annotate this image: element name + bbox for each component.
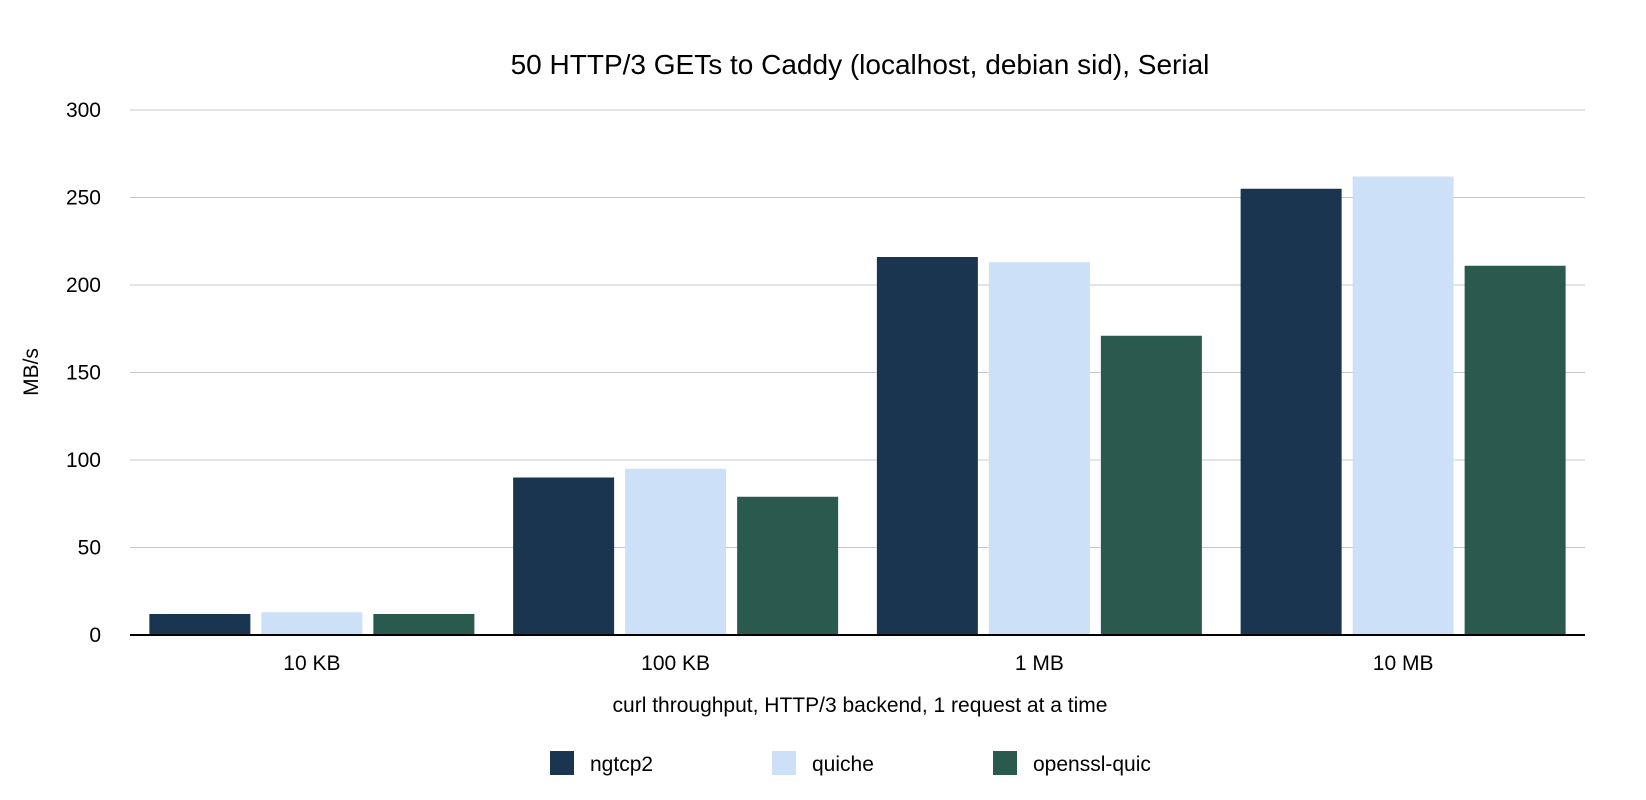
x-axis-label: curl throughput, HTTP/3 backend, 1 reque… <box>613 694 1108 717</box>
bar-quiche-10-mb <box>1352 176 1454 635</box>
y-tick-label: 200 <box>66 274 101 297</box>
legend-label-openssl-quic: openssl-quic <box>1033 753 1151 776</box>
gridlines <box>130 109 1585 548</box>
legend-swatch-openssl-quic <box>993 751 1017 775</box>
bar-openssl-quic-10-kb <box>373 614 475 635</box>
bars <box>149 176 1566 635</box>
bar-ngtcp2-100-kb <box>513 477 615 635</box>
bar-quiche-10-kb <box>261 612 363 635</box>
legend-swatch-quiche <box>772 751 796 775</box>
y-tick-label: 100 <box>66 449 101 472</box>
x-tick-label: 10 KB <box>283 652 340 675</box>
bar-openssl-quic-10-mb <box>1464 265 1566 635</box>
chart-title: 50 HTTP/3 GETs to Caddy (localhost, debi… <box>511 49 1210 80</box>
x-tick-label: 10 MB <box>1373 652 1434 675</box>
y-tick-label: 300 <box>66 99 101 122</box>
legend-swatch-ngtcp2 <box>550 751 574 775</box>
bar-ngtcp2-1-mb <box>876 257 978 635</box>
legend-label-ngtcp2: ngtcp2 <box>590 753 653 776</box>
bar-quiche-100-kb <box>625 468 727 635</box>
y-axis-ticks: 0 50 100 150 200 250 300 <box>66 99 101 647</box>
bar-ngtcp2-10-kb <box>149 614 251 635</box>
bar-openssl-quic-1-mb <box>1100 335 1202 635</box>
y-axis-label: MB/s <box>20 348 43 396</box>
y-tick-label: 150 <box>66 362 101 385</box>
y-tick-label: 250 <box>66 187 101 210</box>
bar-quiche-1-mb <box>988 262 1090 635</box>
bar-openssl-quic-100-kb <box>737 496 839 635</box>
x-tick-label: 1 MB <box>1015 652 1064 675</box>
legend-label-quiche: quiche <box>812 753 874 776</box>
x-axis-ticks: 10 KB 100 KB 1 MB 10 MB <box>283 652 1433 675</box>
x-tick-label: 100 KB <box>641 652 710 675</box>
legend: ngtcp2 quiche openssl-quic <box>550 751 1151 776</box>
y-tick-label: 0 <box>89 624 101 647</box>
bar-ngtcp2-10-mb <box>1240 188 1342 635</box>
y-tick-label: 50 <box>78 537 101 560</box>
